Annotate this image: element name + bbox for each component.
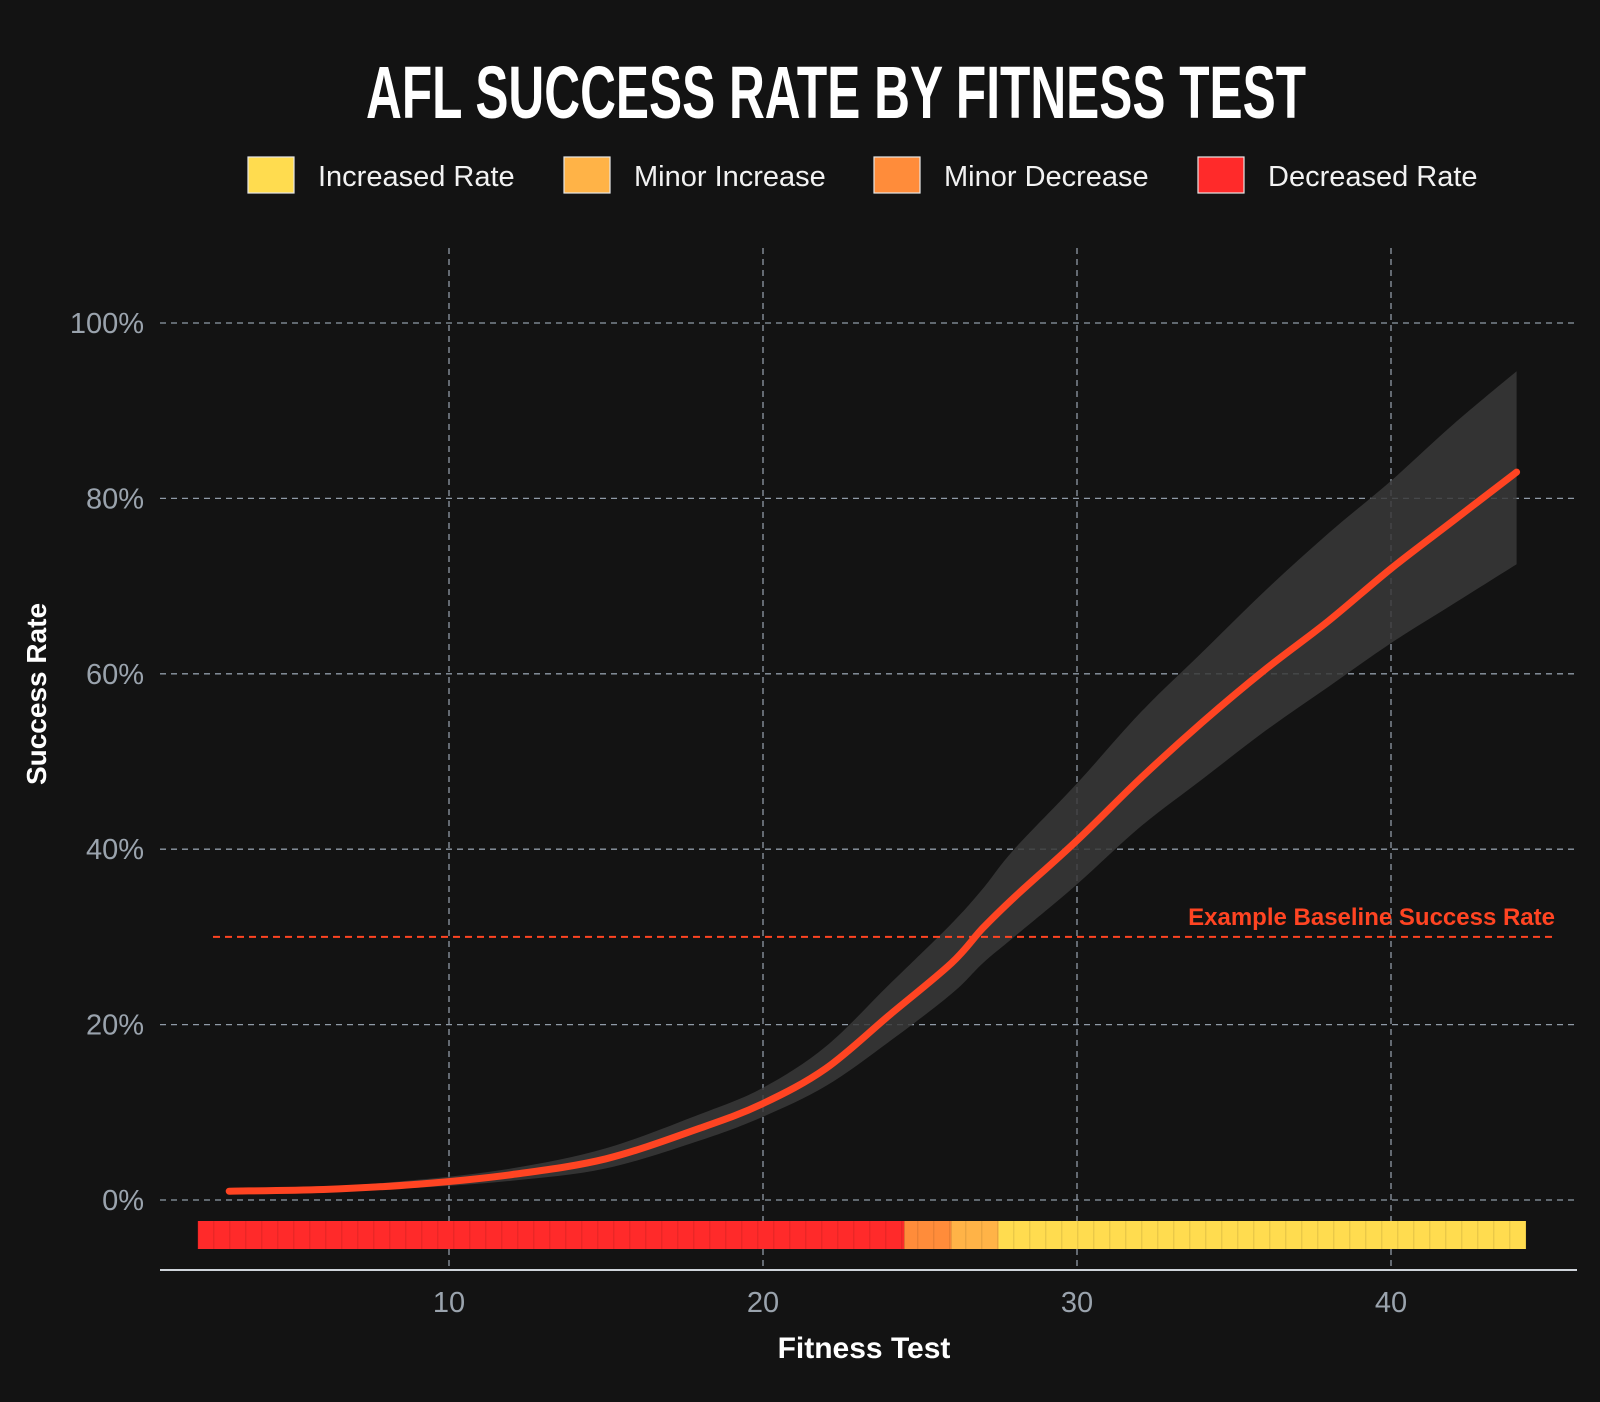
y-tick-label: 0% xyxy=(102,1185,144,1217)
y-tick-label: 20% xyxy=(86,1010,144,1042)
legend-swatch xyxy=(563,156,611,194)
legend-swatch xyxy=(247,156,295,194)
chart-title: AFL SUCCESS RATE BY FITNESS TEST xyxy=(366,51,1306,134)
rug-segment xyxy=(998,1221,1527,1249)
y-axis-title: Success Rate xyxy=(21,603,52,785)
legend: Increased Rate Minor Increase Minor Decrea… xyxy=(247,156,1478,194)
baseline-group: Example Baseline Success Rate xyxy=(213,904,1555,938)
legend-swatch xyxy=(1197,156,1245,194)
rug-segment xyxy=(904,1221,952,1249)
y-tick-label: 40% xyxy=(86,834,144,866)
y-tick-label: 100% xyxy=(70,308,144,340)
y-tick-label: 60% xyxy=(86,659,144,691)
legend-label: Increased Rate xyxy=(318,161,515,193)
baseline-label: Example Baseline Success Rate xyxy=(1188,904,1555,931)
series-line xyxy=(225,468,1521,1195)
legend-label: Minor Decrease xyxy=(944,161,1149,193)
rug-segment xyxy=(951,1221,999,1249)
legend-label: Decreased Rate xyxy=(1268,161,1478,193)
rug-strip xyxy=(197,1221,1527,1249)
x-tick-label: 20 xyxy=(747,1287,779,1319)
rug-segment xyxy=(197,1221,905,1249)
legend-swatch xyxy=(873,156,921,194)
series-group xyxy=(225,468,1521,1195)
x-tick-label: 30 xyxy=(1061,1287,1093,1319)
legend-label: Minor Increase xyxy=(634,161,826,193)
y-tick-label: 80% xyxy=(86,483,144,515)
x-tick-label: 40 xyxy=(1375,1287,1407,1319)
x-axis-title: Fitness Test xyxy=(778,1332,951,1365)
axes: 10 20 30 40 xyxy=(160,1269,1577,1319)
x-tick-label: 10 xyxy=(433,1287,465,1319)
